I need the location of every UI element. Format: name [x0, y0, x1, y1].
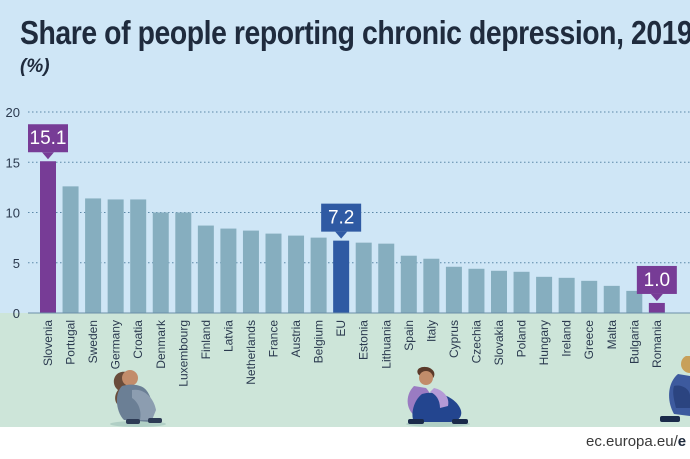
- bar: [107, 199, 124, 313]
- bar: [152, 212, 169, 313]
- callout-box: [28, 124, 68, 153]
- bar: [130, 199, 147, 313]
- callout-box: [636, 265, 677, 294]
- bar: [62, 186, 79, 313]
- bar-chart: 0 5 10 15 20 Slovenia 15.1 Portugal Sweden German…: [6, 105, 690, 387]
- x-tick-label: Lithuania: [379, 320, 393, 369]
- source-url[interactable]: ec.europa.eu/e: [586, 433, 686, 450]
- x-tick-label: Italy: [424, 320, 438, 342]
- bar: [423, 258, 440, 313]
- x-tick-label: Slovenia: [41, 320, 55, 366]
- data-label: 15.1: [30, 128, 67, 149]
- bar: [85, 198, 102, 313]
- chart-title: Share of people reporting chronic depres…: [20, 14, 690, 51]
- data-label: 7.2: [328, 208, 354, 229]
- callout-pointer: [650, 293, 663, 301]
- bar: [40, 161, 56, 313]
- x-tick-label: Estonia: [357, 320, 371, 360]
- x-tick-label: Malta: [605, 320, 619, 350]
- callout-pointer: [335, 231, 348, 239]
- bar: [310, 237, 327, 313]
- x-tick-label: Romania: [650, 320, 664, 368]
- x-tick-label: Cyprus: [447, 320, 461, 358]
- bar: [491, 270, 507, 313]
- x-tick-label: Austria: [289, 320, 303, 358]
- callout-box: [321, 203, 362, 232]
- callout-pointer: [42, 152, 54, 160]
- bar: [355, 242, 372, 313]
- unit-label: (%): [20, 56, 50, 77]
- bar: [242, 230, 259, 313]
- x-tick-label: Ireland: [560, 320, 574, 357]
- footer: [0, 427, 690, 459]
- x-tick-label: Croatia: [131, 320, 145, 359]
- bar: [648, 302, 665, 313]
- data-label: 1.0: [644, 270, 670, 291]
- x-tick-label: Spain: [402, 320, 416, 351]
- x-tick-label: Denmark: [154, 319, 168, 369]
- x-tick-label: Greece: [582, 320, 596, 360]
- bar: [603, 285, 620, 313]
- bar: [445, 266, 462, 313]
- bar: [626, 290, 643, 313]
- y-tick-label: 10: [6, 206, 20, 221]
- source-url-text: ec.europa.eu/: [586, 433, 678, 450]
- x-tick-label: Slovakia: [492, 320, 506, 366]
- bar: [288, 235, 305, 313]
- source-url-bold: e: [677, 433, 687, 450]
- bar: [468, 268, 485, 313]
- x-tick-label: Bulgaria: [627, 320, 641, 364]
- x-tick-label: EU: [334, 320, 348, 337]
- ground-background: [0, 313, 690, 427]
- sitting-person-illustration-right: [660, 356, 690, 422]
- bar: [197, 225, 214, 313]
- sitting-person-illustration-center: [406, 366, 470, 427]
- x-tick-label: Luxembourg: [176, 320, 190, 387]
- y-tick-label: 15: [6, 155, 20, 170]
- bar: [581, 280, 598, 313]
- bar: [536, 276, 553, 313]
- sitting-person-illustration-left: [110, 370, 166, 427]
- y-tick-label: 5: [13, 256, 20, 271]
- y-tick-label: 20: [6, 105, 20, 120]
- x-tick-label: Belgium: [312, 320, 326, 363]
- x-tick-label: Germany: [109, 320, 123, 369]
- x-tick-label: Portugal: [64, 320, 78, 365]
- x-tick-label: Poland: [515, 320, 529, 357]
- bar: [220, 228, 237, 313]
- bar: [333, 240, 350, 313]
- x-tick-label: Hungary: [537, 320, 551, 365]
- bar: [558, 277, 575, 313]
- x-tick-label: Latvia: [221, 320, 235, 352]
- x-tick-label: Sweden: [86, 320, 100, 363]
- bar: [265, 233, 282, 313]
- x-tick-label: Netherlands: [244, 320, 258, 385]
- bar: [175, 212, 192, 313]
- y-tick-label: 0: [13, 306, 20, 321]
- x-tick-label: Czechia: [469, 320, 483, 364]
- bar: [378, 243, 395, 313]
- x-tick-label: Finland: [199, 320, 213, 359]
- x-tick-label: France: [267, 320, 281, 358]
- bar: [513, 271, 530, 313]
- bar: [400, 255, 417, 313]
